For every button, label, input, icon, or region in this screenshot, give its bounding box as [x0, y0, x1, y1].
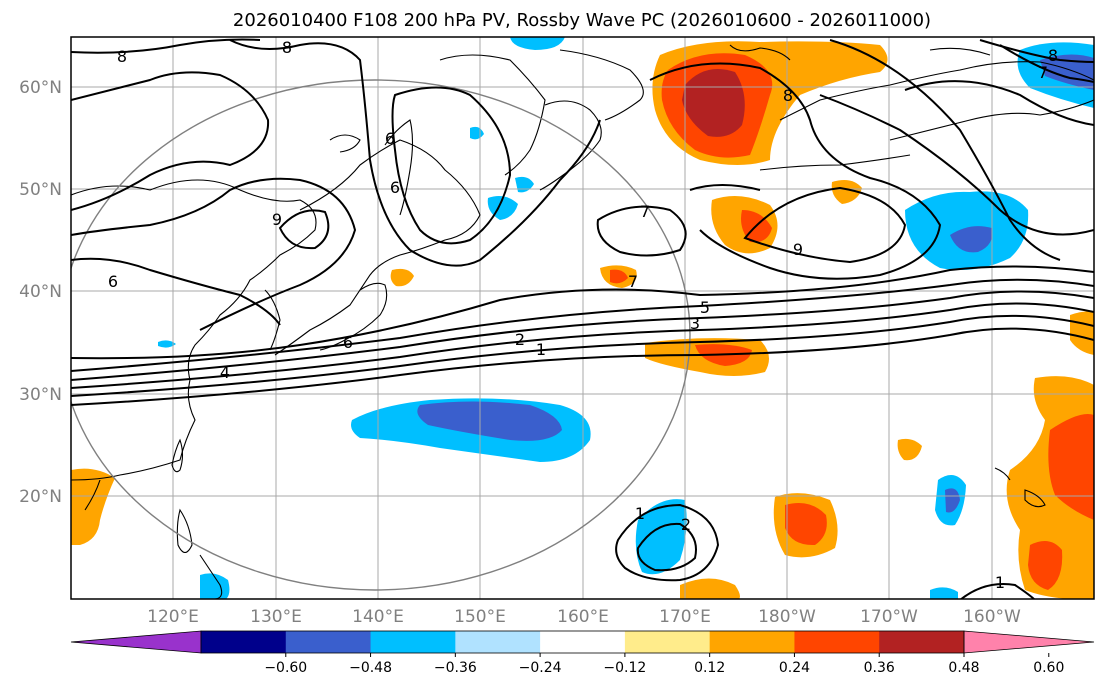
contour-label: 6 [385, 129, 395, 148]
colorbar-tick-label: −0.60 [264, 660, 307, 676]
colorbar-segment [794, 631, 880, 653]
lon-label: 160°W [963, 607, 1021, 627]
pv-anomaly-shading [71, 37, 1094, 599]
contour-label: 4 [220, 363, 230, 382]
latitude-labels: 60°N 50°N 40°N 30°N 20°N [19, 78, 62, 507]
contour-label: 9 [793, 240, 803, 259]
lat-label: 30°N [19, 385, 62, 405]
colorbar: −0.60 −0.48 −0.36 −0.24 −0.12 0.12 0.24 0.36 0.4… [70, 630, 1095, 676]
contour-label: 8 [282, 38, 292, 57]
lon-label: 150°E [454, 607, 506, 627]
colorbar-segment [201, 631, 287, 653]
contour-label: 3 [690, 314, 700, 333]
contour-label: 7 [628, 272, 638, 291]
contour-label: 7 [1038, 63, 1048, 82]
colorbar-tick-label: −0.48 [349, 660, 392, 676]
lon-label: 140°E [352, 607, 404, 627]
lon-label: 130°E [250, 607, 302, 627]
contour-label: 8 [1048, 46, 1058, 65]
contour-label: 6 [343, 333, 353, 352]
contour-label: 8 [117, 47, 127, 66]
lon-label: 120°E [147, 607, 199, 627]
contour-labels: 8 8 8 7 6 9 6 6 7 7 9 8 5 3 2 1 4 6 1 2 [108, 38, 1058, 592]
colorbar-extend-high [963, 630, 1095, 654]
colorbar-tick-label: −0.12 [603, 660, 646, 676]
contour-label: 2 [515, 330, 525, 349]
lon-label: 180°W [758, 607, 816, 627]
longitude-labels: 120°E 130°E 140°E 150°E 160°E 170°E 180°… [147, 607, 1021, 627]
contour-label: 8 [783, 86, 793, 105]
lat-label: 50°N [19, 180, 62, 200]
coastlines [71, 44, 1094, 599]
lat-label: 60°N [19, 78, 62, 98]
colorbar-segment [455, 631, 541, 653]
lon-label: 160°E [557, 607, 609, 627]
colorbar-tick-label: 0.60 [1033, 660, 1064, 676]
contour-label: 6 [108, 272, 118, 291]
contour-label: 6 [390, 178, 400, 197]
influence-circle [71, 79, 691, 591]
contour-label: 7 [640, 202, 650, 221]
colorbar-segment [709, 631, 795, 653]
colorbar-tick-label: 0.36 [864, 660, 895, 676]
pv-contours [71, 38, 1094, 599]
colorbar-tick-label: 0.48 [948, 660, 979, 676]
colorbar-segment [370, 631, 456, 653]
colorbar-tick-label: −0.36 [434, 660, 477, 676]
lon-label: 170°E [659, 607, 711, 627]
contour-label: 5 [700, 298, 710, 317]
lat-label: 40°N [19, 282, 62, 302]
colorbar-extend-low [70, 630, 202, 654]
colorbar-tick-label: −0.24 [519, 660, 562, 676]
lon-label: 170°W [860, 607, 918, 627]
colorbar-outline [200, 630, 965, 654]
contour-label: 1 [995, 573, 1005, 592]
map-title: 2026010400 F108 200 hPa PV, Rossby Wave … [233, 10, 931, 31]
map-panel: 8 8 8 7 6 9 6 6 7 7 9 8 5 3 2 1 4 6 1 2 [70, 36, 1095, 600]
colorbar-segment [540, 631, 626, 653]
colorbar-tick-label: 0.12 [694, 660, 725, 676]
contour-label: 1 [635, 504, 645, 523]
lat-label: 20°N [19, 487, 62, 507]
colorbar-segment [879, 631, 965, 653]
contour-label: 2 [681, 515, 691, 534]
contour-label: 9 [272, 210, 282, 229]
colorbar-tick-label: 0.24 [779, 660, 810, 676]
contour-label: 1 [536, 340, 546, 359]
colorbar-segment [624, 631, 711, 653]
colorbar-segment [285, 631, 372, 653]
